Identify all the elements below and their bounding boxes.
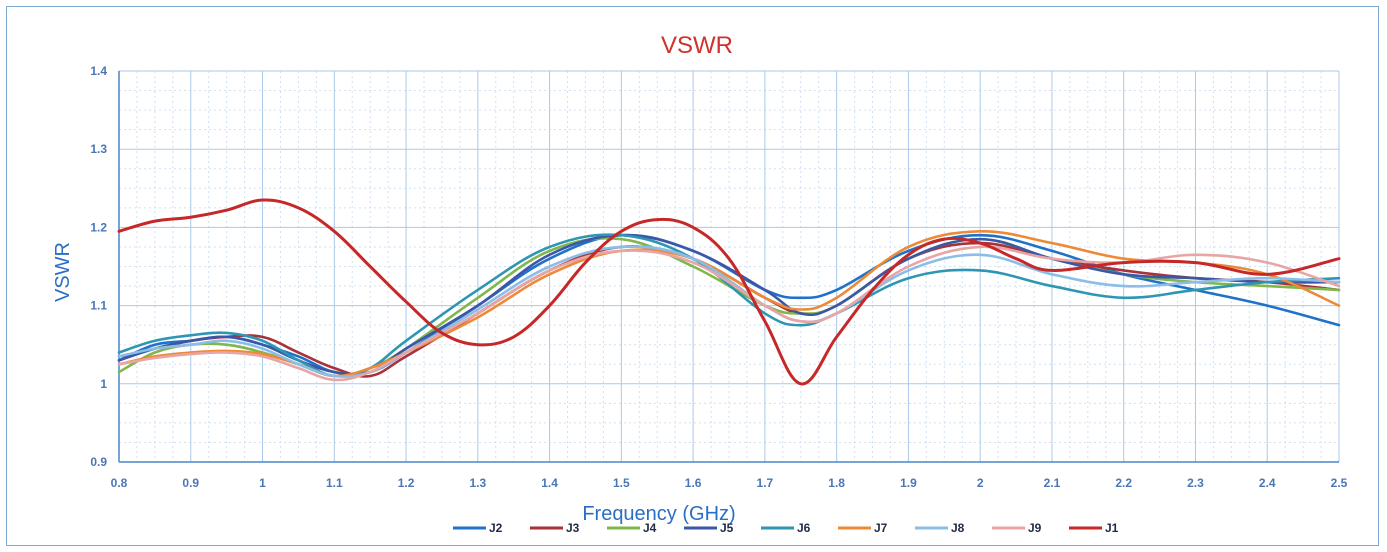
legend-label-j7: J7	[874, 521, 888, 535]
y-tick-label: 0.9	[90, 455, 107, 469]
x-tick-label: 1.7	[757, 476, 774, 490]
x-tick-label: 0.9	[182, 476, 199, 490]
chart-title: VSWR	[661, 32, 733, 59]
legend-label-j6: J6	[797, 521, 811, 535]
x-tick-label: 1.8	[828, 476, 845, 490]
series-line-j8	[117, 245, 1341, 378]
x-tick-label: 1.5	[613, 476, 630, 490]
legend-label-j5: J5	[720, 521, 734, 535]
x-tick-label: 0.8	[111, 476, 128, 490]
chart-frame: 0.8 0.9 1 1.1 1.2 1.3 1.4 1.5 1.6 1.7 1.8 1.9 2 2.1 2.…	[6, 6, 1379, 546]
series-lines	[117, 198, 1341, 386]
axes: 0.8 0.9 1 1.1 1.2 1.3 1.4 1.5 1.6 1.7 1.8 1.9 2 2.1 2.…	[90, 64, 1347, 490]
x-tick-label: 1.1	[326, 476, 343, 490]
series-line-j9	[117, 245, 1341, 382]
legend-label-j9: J9	[1028, 521, 1042, 535]
legend-label-j8: J8	[951, 521, 965, 535]
grid	[118, 70, 1340, 463]
legend-label-j3: J3	[566, 521, 580, 535]
y-tick-label: 1.2	[90, 220, 107, 234]
x-tick-label: 1	[259, 476, 266, 490]
legend-label-j2: J2	[489, 521, 503, 535]
y-axis-label: VSWR	[52, 242, 74, 302]
x-tick-label: 2	[977, 476, 984, 490]
legend-label-j1: J1	[1105, 521, 1119, 535]
y-tick-label: 1	[100, 377, 107, 391]
x-tick-label: 2.3	[1187, 476, 1204, 490]
x-tick-label: 1.6	[685, 476, 702, 490]
y-tick-label: 1.1	[90, 299, 107, 313]
legend-label-j4: J4	[643, 521, 657, 535]
series-line-j1	[117, 198, 1341, 386]
x-tick-label: 1.4	[541, 476, 558, 490]
x-tick-label: 2.1	[1044, 476, 1061, 490]
vswr-chart: 0.8 0.9 1 1.1 1.2 1.3 1.4 1.5 1.6 1.7 1.8 1.9 2 2.1 2.…	[52, 32, 1348, 535]
series-line-j6	[117, 233, 1341, 378]
legend: J2 J3 J4 J5 J6 J7 J8 J9 J1	[453, 521, 1119, 535]
x-tick-label: 2.5	[1331, 476, 1348, 490]
x-tick-label: 1.2	[398, 476, 415, 490]
x-tick-label: 2.2	[1115, 476, 1132, 490]
y-tick-label: 1.3	[90, 142, 107, 156]
x-tick-label: 2.4	[1259, 476, 1276, 490]
y-tick-label: 1.4	[90, 64, 107, 78]
series-line-j5	[117, 233, 1341, 376]
x-tick-label: 1.9	[900, 476, 917, 490]
x-axis-label: Frequency (GHz)	[582, 503, 735, 525]
x-tick-label: 1.3	[469, 476, 486, 490]
